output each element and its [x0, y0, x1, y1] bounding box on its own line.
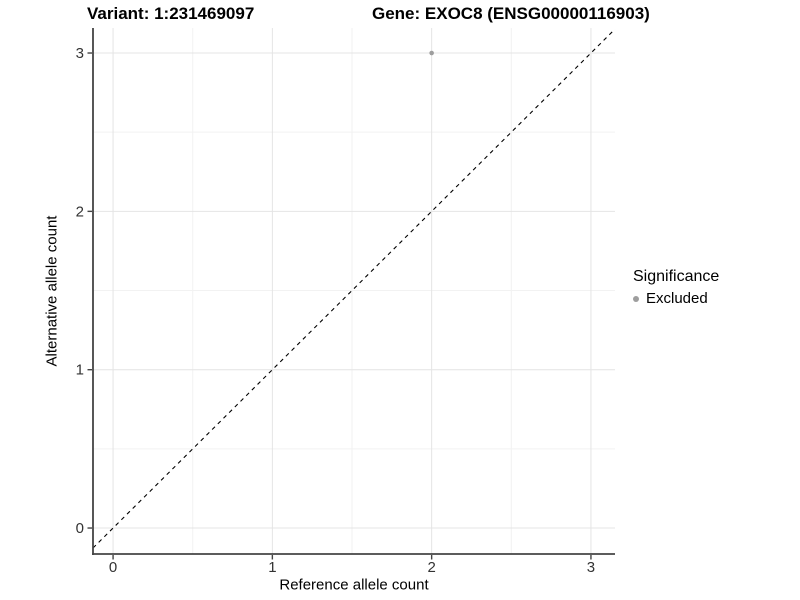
legend-item-label: Excluded — [646, 290, 708, 307]
y-tick-label: 2 — [76, 203, 84, 220]
legend-item-excluded: Excluded — [633, 290, 719, 308]
x-tick-label: 2 — [427, 559, 435, 576]
x-tick-label: 1 — [268, 559, 276, 576]
legend-title: Significance — [633, 268, 720, 285]
plot-title-variant: Variant: 1:231469097 — [87, 4, 255, 23]
legend-key-dot-icon — [633, 296, 639, 302]
legend: Significance Excluded — [633, 267, 719, 308]
plot-title-gene: Gene: EXOC8 (ENSG00000116903) — [372, 4, 650, 23]
x-axis-title: Reference allele count — [279, 576, 429, 594]
x-tick-label: 3 — [587, 559, 595, 576]
y-tick-label: 3 — [76, 45, 84, 62]
plot-panel: 0 1 2 3 0 1 2 3 — [76, 28, 616, 576]
identity-reference-line — [92, 28, 616, 549]
x-tick-label: 0 — [109, 559, 117, 576]
y-tick-label: 0 — [76, 520, 84, 537]
y-tick-label: 1 — [76, 362, 84, 379]
y-axis-title: Alternative allele count — [43, 215, 61, 367]
data-point — [429, 50, 434, 56]
